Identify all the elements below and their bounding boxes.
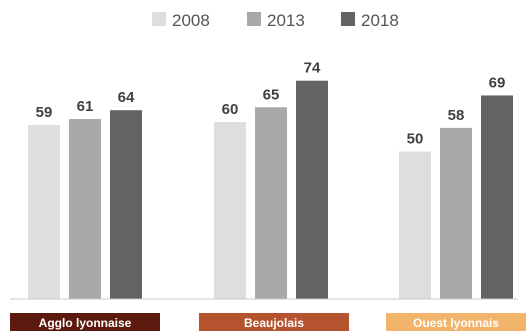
bar-1-2018 [296, 80, 328, 299]
legend: 2008 2013 2018 [152, 11, 399, 30]
legend-label-2008: 2008 [172, 11, 210, 30]
bars [28, 80, 513, 300]
legend-label-2018: 2018 [361, 11, 399, 30]
value-label-0-2008: 59 [36, 104, 53, 121]
bar-1-2008 [214, 122, 246, 299]
bar-2-2018 [481, 95, 513, 299]
bar-1-2013 [255, 107, 287, 299]
category-label-1: Beaujolais [244, 316, 304, 330]
legend-label-2013: 2013 [267, 11, 305, 30]
legend-swatch-2008 [152, 12, 166, 26]
category-label-2: Ouest lyonnais [413, 316, 499, 330]
value-label-1-2018: 74 [304, 60, 321, 77]
category-box-1 [199, 313, 349, 331]
bar-2-2008 [399, 151, 431, 299]
bar-0-2018 [110, 110, 142, 299]
bar-0-2008 [28, 124, 60, 299]
value-label-2-2018: 69 [489, 74, 506, 91]
bar-0-2013 [69, 119, 101, 299]
value-label-2-2013: 58 [448, 107, 465, 124]
value-label-0-2018: 64 [118, 89, 135, 106]
legend-swatch-2013 [247, 12, 261, 26]
bar-2-2013 [440, 127, 472, 300]
value-label-1-2013: 65 [263, 86, 280, 103]
value-label-1-2008: 60 [222, 101, 239, 118]
value-label-0-2013: 61 [77, 98, 94, 115]
category-label-0: Agglo lyonnaise [39, 316, 132, 330]
category-box-2 [386, 313, 526, 331]
value-labels: 59 61 64 60 65 74 50 58 69 [36, 60, 506, 148]
category-box-0 [10, 313, 160, 331]
legend-swatch-2018 [341, 12, 355, 26]
category-labels: Agglo lyonnaise Beaujolais Ouest lyonnais [10, 313, 526, 331]
value-label-2-2008: 50 [407, 131, 424, 148]
